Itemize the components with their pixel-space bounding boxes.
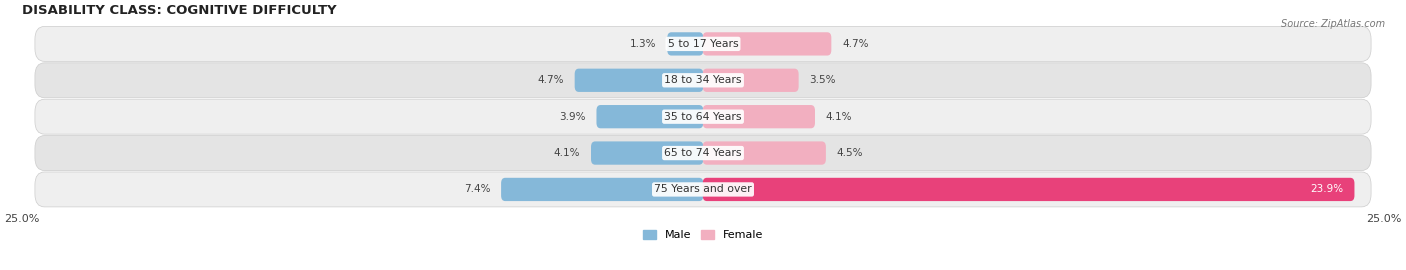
FancyBboxPatch shape (703, 105, 815, 128)
Text: 7.4%: 7.4% (464, 184, 491, 194)
Text: 4.1%: 4.1% (554, 148, 581, 158)
Text: 4.1%: 4.1% (825, 112, 852, 122)
FancyBboxPatch shape (596, 105, 703, 128)
FancyBboxPatch shape (575, 69, 703, 92)
FancyBboxPatch shape (35, 99, 1371, 134)
FancyBboxPatch shape (703, 178, 1354, 201)
Text: 1.3%: 1.3% (630, 39, 657, 49)
Text: 5 to 17 Years: 5 to 17 Years (668, 39, 738, 49)
FancyBboxPatch shape (703, 69, 799, 92)
FancyBboxPatch shape (668, 32, 703, 56)
FancyBboxPatch shape (35, 63, 1371, 98)
Text: 65 to 74 Years: 65 to 74 Years (664, 148, 742, 158)
Text: 4.5%: 4.5% (837, 148, 863, 158)
Legend: Male, Female: Male, Female (638, 225, 768, 245)
FancyBboxPatch shape (591, 141, 703, 165)
FancyBboxPatch shape (501, 178, 703, 201)
Text: 35 to 64 Years: 35 to 64 Years (664, 112, 742, 122)
FancyBboxPatch shape (35, 26, 1371, 61)
FancyBboxPatch shape (703, 141, 825, 165)
Text: 3.5%: 3.5% (810, 75, 835, 85)
FancyBboxPatch shape (703, 32, 831, 56)
FancyBboxPatch shape (35, 136, 1371, 171)
Text: 75 Years and over: 75 Years and over (654, 184, 752, 194)
Text: 18 to 34 Years: 18 to 34 Years (664, 75, 742, 85)
Text: 3.9%: 3.9% (560, 112, 586, 122)
Text: 23.9%: 23.9% (1310, 184, 1343, 194)
Text: Source: ZipAtlas.com: Source: ZipAtlas.com (1281, 19, 1385, 29)
Text: DISABILITY CLASS: COGNITIVE DIFFICULTY: DISABILITY CLASS: COGNITIVE DIFFICULTY (22, 4, 336, 17)
Text: 4.7%: 4.7% (537, 75, 564, 85)
FancyBboxPatch shape (35, 172, 1371, 207)
Text: 4.7%: 4.7% (842, 39, 869, 49)
